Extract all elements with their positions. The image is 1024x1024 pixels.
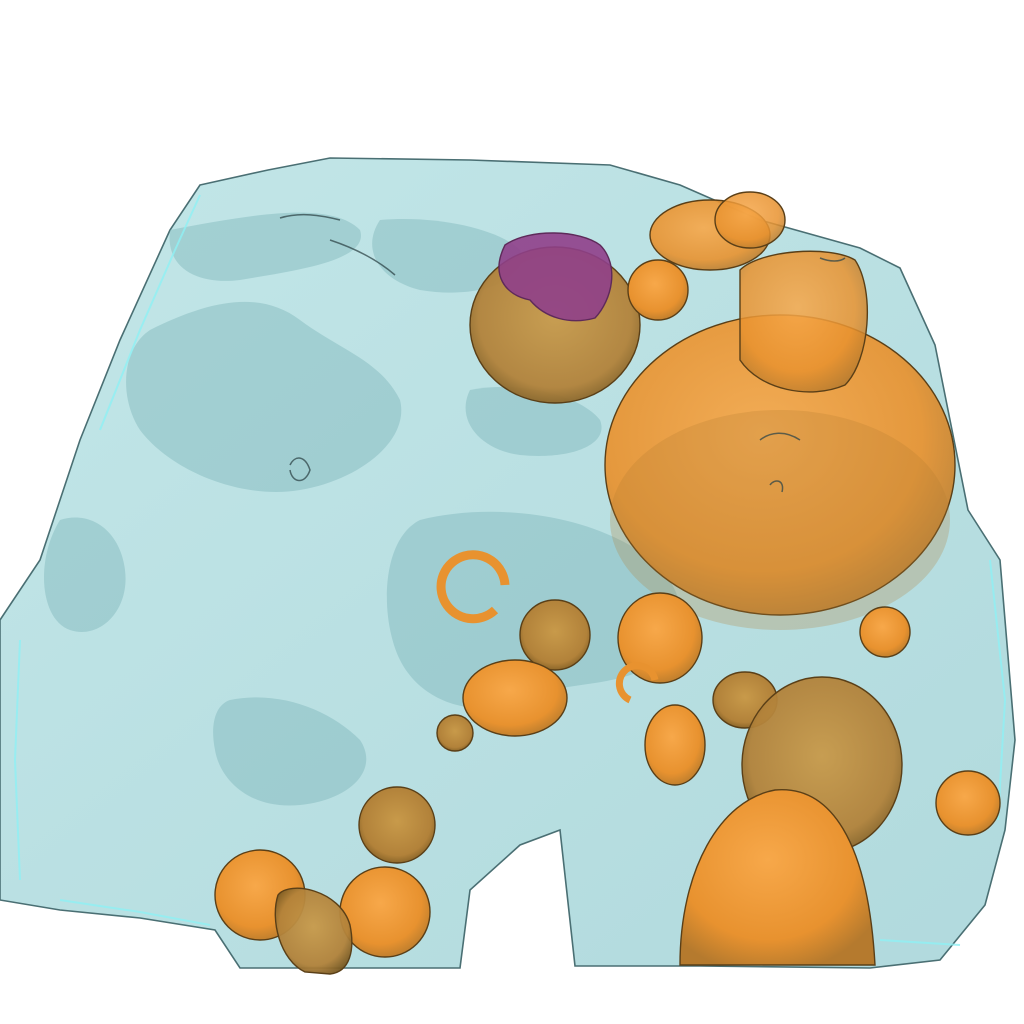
mid-sphere [519, 599, 591, 671]
lower-left-sphere-1 [358, 786, 436, 864]
right-edge-sphere [935, 770, 1001, 836]
segmented-objects [214, 191, 1001, 975]
upper-right-cap-object [739, 250, 869, 393]
small-sphere-right [859, 606, 911, 658]
lower-left-sphere-4 [274, 887, 353, 975]
mid-sphere-2 [617, 592, 703, 684]
top-curled-object-2 [714, 191, 786, 249]
small-sphere-left [436, 714, 474, 752]
surface-details [279, 213, 846, 493]
ring-object [436, 550, 510, 624]
mid-sphere-4 [644, 704, 706, 786]
lower-left-sphere-2 [339, 866, 431, 958]
ring-object-small [615, 662, 659, 704]
tissue-highlight-edges [13, 194, 1007, 946]
purple-region [498, 232, 613, 322]
small-sphere [627, 259, 689, 321]
tissue-internal-structures [43, 212, 681, 806]
mid-sphere-3 [462, 659, 568, 737]
lower-right-dome [679, 789, 876, 966]
large-disc-inner-shadow [610, 410, 950, 630]
